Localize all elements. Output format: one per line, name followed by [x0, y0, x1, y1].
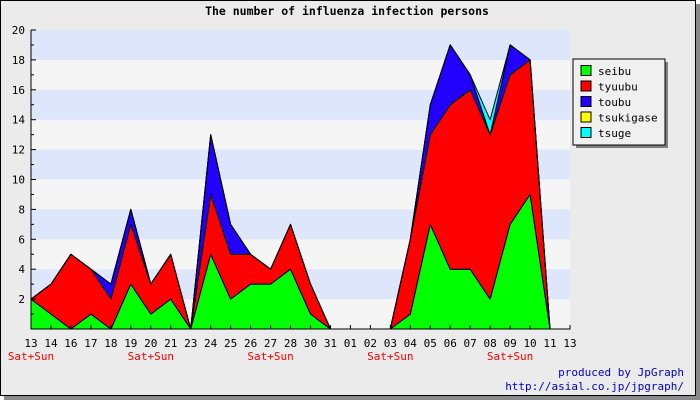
x-tick-label: 13: [24, 337, 37, 350]
legend-label-tsukigase: tsukigase: [598, 112, 658, 125]
x-tick-label: 21: [164, 337, 177, 350]
legend-label-tyuubu: tyuubu: [598, 81, 638, 94]
x-tick-label: 10: [523, 337, 536, 350]
legend-label-toubu: toubu: [598, 96, 631, 109]
grid-band: [31, 30, 570, 60]
legend-swatch-tsukigase: [580, 111, 592, 123]
credit-url: http://asial.co.jp/jpgraph/: [505, 380, 684, 393]
legend-label-tsuge: tsuge: [598, 127, 631, 140]
x-tick-label: 04: [404, 337, 418, 350]
y-tick-label: 4: [18, 263, 25, 276]
y-tick-label: 14: [12, 114, 26, 127]
x-tick-label: 23: [184, 337, 197, 350]
x-tick-label: 01: [344, 337, 357, 350]
legend-swatch-toubu: [580, 96, 592, 107]
credit-text: produced by JpGraph: [558, 366, 684, 379]
x-tick-label: 07: [464, 337, 477, 350]
x-tick-label: 11: [543, 337, 556, 350]
x-tick-label: 24: [204, 337, 218, 350]
x-tick-label: 08: [484, 337, 497, 350]
y-tick-label: 18: [12, 54, 25, 67]
legend-swatch-tsuge: [580, 127, 592, 138]
legend-swatch-tyuubu: [580, 80, 592, 92]
x-tick-label: 20: [144, 337, 157, 350]
y-tick-label: 6: [18, 233, 25, 246]
x-tick-label: 09: [503, 337, 516, 350]
x-tick-label: 18: [104, 337, 117, 350]
x-tick-label: 31: [324, 337, 337, 350]
x-tick-label: 25: [224, 337, 237, 350]
x-sublabel: Sat+Sun: [128, 350, 174, 363]
x-tick-label: 17: [84, 337, 97, 350]
x-tick-label: 05: [424, 337, 437, 350]
x-tick-label: 16: [64, 337, 77, 350]
y-tick-label: 12: [12, 144, 25, 157]
y-tick-label: 10: [12, 174, 25, 187]
x-tick-label: 30: [304, 337, 317, 350]
legend-label-seibu: seibu: [598, 65, 631, 78]
x-sublabel: Sat+Sun: [8, 350, 54, 363]
x-tick-label: 02: [364, 337, 377, 350]
grid-band: [31, 89, 570, 120]
y-tick-label: 2: [18, 293, 25, 306]
x-tick-label: 13: [563, 337, 576, 350]
x-tick-label: 28: [284, 337, 297, 350]
y-tick-label: 20: [12, 24, 25, 37]
legend-swatch-seibu: [580, 65, 592, 76]
x-tick-label: 26: [244, 337, 257, 350]
x-sublabel: Sat+Sun: [367, 350, 413, 363]
chart-title: The number of influenza infection person…: [205, 4, 489, 18]
y-tick-label: 8: [18, 203, 25, 216]
x-tick-label: 14: [44, 337, 58, 350]
x-tick-label: 06: [444, 337, 457, 350]
x-sublabel: Sat+Sun: [487, 350, 533, 363]
x-tick-label: 19: [124, 337, 137, 350]
y-tick-label: 16: [12, 84, 25, 97]
x-tick-label: 27: [264, 337, 277, 350]
x-tick-label: 03: [384, 337, 397, 350]
x-sublabel: Sat+Sun: [247, 350, 293, 363]
